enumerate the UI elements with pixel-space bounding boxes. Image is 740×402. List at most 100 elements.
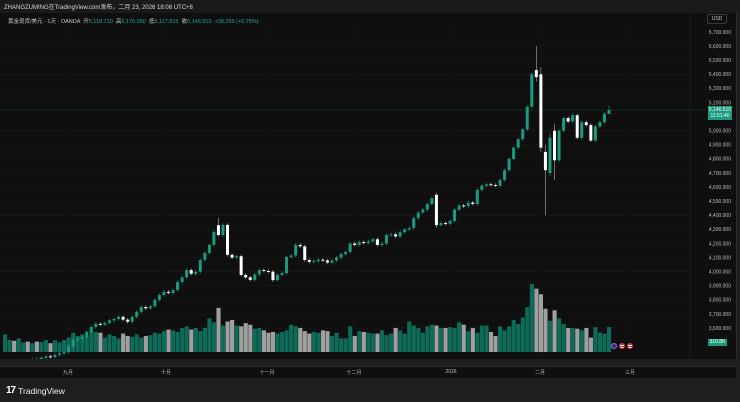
- candle-body: [571, 115, 575, 122]
- candle-body: [162, 291, 166, 295]
- lightning-icon[interactable]: [611, 343, 617, 349]
- volume-bar: [225, 321, 230, 352]
- volume-bar: [343, 338, 348, 352]
- volume-bar: [284, 330, 289, 352]
- volume-bar: [479, 325, 484, 352]
- volume-bar: [357, 331, 362, 352]
- volume-bar: [84, 336, 89, 352]
- volume-bar: [62, 339, 67, 352]
- candle-body: [166, 291, 170, 293]
- volume-bar: [597, 332, 603, 352]
- volume-bar: [511, 319, 516, 352]
- volume-bar: [152, 332, 158, 352]
- candle-body: [257, 270, 261, 275]
- candle-body: [516, 139, 520, 148]
- candle-body: [176, 281, 180, 291]
- candle-body: [503, 170, 507, 181]
- candle-body: [226, 224, 230, 255]
- price-tick-label: 4,200.000: [709, 241, 731, 247]
- volume-bar: [12, 340, 17, 352]
- us-flag-icon[interactable]: [619, 343, 625, 349]
- volume-bar: [384, 335, 389, 352]
- volume-bar: [125, 335, 130, 352]
- candle-body: [148, 306, 152, 309]
- us-flag-icon[interactable]: [627, 343, 633, 349]
- open-value: 5,118.710: [88, 19, 113, 25]
- candle-body: [339, 254, 343, 258]
- candle-body: [126, 319, 130, 322]
- candle-body: [425, 204, 429, 210]
- high-label: 高: [115, 19, 122, 25]
- candle-body: [430, 198, 434, 205]
- volume-bar: [570, 327, 575, 352]
- price-tick-label: 4,700.000: [709, 171, 731, 177]
- price-tick-label: 4,900.000: [709, 143, 731, 149]
- candle-body: [303, 246, 307, 260]
- volume-bar: [175, 331, 180, 352]
- volume-bar: [266, 332, 271, 352]
- volume-bar: [148, 335, 153, 352]
- candle-body: [253, 274, 257, 280]
- volume-bar: [30, 343, 35, 352]
- volume-bar: [389, 333, 394, 352]
- candle-body: [530, 74, 534, 107]
- candle-body: [307, 259, 311, 262]
- volume-bar: [280, 331, 285, 352]
- tradingview-logo[interactable]: 17 TradingView: [6, 385, 65, 396]
- candlestick-chart[interactable]: 5,700.000 5,600.000 5,500.000 5,400.000 5,30…: [0, 13, 736, 359]
- candle-body: [294, 244, 298, 256]
- volume-bar: [180, 327, 185, 352]
- currency-button[interactable]: USD: [707, 14, 727, 24]
- tradingview-logo-icon: 17: [6, 385, 16, 396]
- volume-bar: [21, 342, 26, 352]
- candle-body: [44, 356, 48, 358]
- candle-body: [194, 271, 198, 274]
- volume-bar: [289, 324, 294, 352]
- volume-bar: [398, 330, 403, 352]
- price-tick-label: 4,500.000: [709, 199, 731, 205]
- price-tick-label: 4,000.000: [709, 270, 731, 276]
- volume-bar: [111, 335, 117, 352]
- volume-bar: [248, 324, 253, 352]
- volume-bar: [579, 330, 584, 352]
- candle-body: [157, 294, 161, 300]
- candle-body: [353, 243, 357, 245]
- candle-body: [94, 323, 98, 327]
- candle-body: [235, 256, 239, 258]
- volume-bar: [102, 337, 108, 352]
- candle-body: [444, 223, 448, 225]
- candle-body: [480, 185, 484, 190]
- time-axis[interactable]: 九月 十月 十一月 十二月 2026 二月 三月: [0, 366, 736, 378]
- candle-body: [466, 202, 470, 207]
- candle-body: [389, 234, 393, 236]
- volume-bar: [261, 330, 266, 352]
- volume-bar: [502, 330, 507, 352]
- candle-body: [589, 125, 593, 141]
- candle-body: [330, 260, 334, 263]
- candle-body: [280, 273, 284, 275]
- candle-body: [384, 235, 388, 244]
- volume-bar: [107, 334, 112, 352]
- volume-bar: [75, 335, 80, 352]
- price-tick-label: 5,600.000: [709, 44, 731, 50]
- candle-body: [448, 220, 452, 224]
- publish-title: ZHANGZUMING在TradingView.com发布，二月 23, 202…: [4, 5, 193, 11]
- volume-bar: [93, 331, 98, 352]
- chart-panel[interactable]: 5,700.000 5,600.000 5,500.000 5,400.000 5,30…: [0, 13, 737, 359]
- volume-bar: [429, 324, 435, 352]
- price-tick-label: 3,800.000: [709, 298, 731, 304]
- candle-body: [607, 110, 611, 114]
- price-tick-label: 5,400.000: [709, 72, 731, 78]
- candle-body: [153, 299, 157, 307]
- candle-body: [471, 202, 475, 205]
- volume-bar: [529, 283, 534, 352]
- candle-body: [534, 70, 538, 78]
- volume-bar: [520, 317, 525, 352]
- candle-body: [475, 189, 479, 205]
- volume-bar: [443, 327, 448, 352]
- price-tick-label: 3,900.000: [709, 284, 731, 290]
- candle-body: [248, 277, 252, 280]
- candle-body: [580, 122, 584, 138]
- volume-bar: [588, 337, 593, 352]
- candle-body: [584, 122, 588, 126]
